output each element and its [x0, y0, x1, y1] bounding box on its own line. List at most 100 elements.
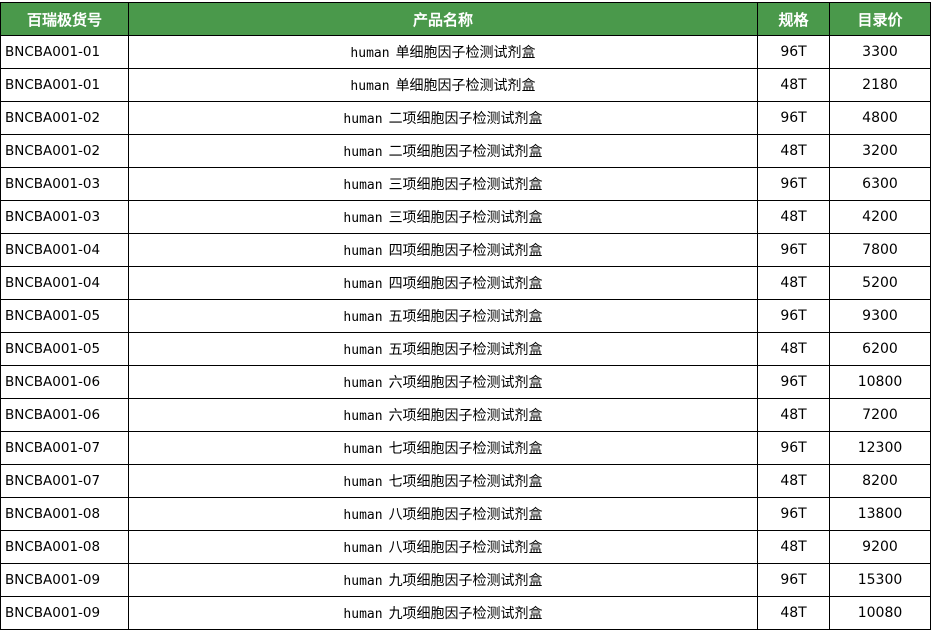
species-text: human [343, 343, 383, 358]
product-name-cell: human 八项细胞因子检测试剂盒 [128, 530, 758, 564]
price-cell: 4200 [829, 200, 931, 234]
spec-cell: 96T [757, 431, 830, 465]
spec-cell: 48T [757, 596, 830, 630]
product-name-text: 七项细胞因子检测试剂盒 [388, 474, 543, 490]
sku-cell: BNCBA001-07 [0, 464, 129, 498]
spec-cell: 48T [757, 266, 830, 300]
sku-cell: BNCBA001-01 [0, 68, 129, 102]
sku-cell: BNCBA001-01 [0, 35, 129, 69]
product-name-cell: human 九项细胞因子检测试剂盒 [128, 563, 758, 597]
table-row: BNCBA001-02 human 二项细胞因子检测试剂盒 96T 4800 [0, 101, 931, 135]
product-name-text: 单细胞因子检测试剂盒 [395, 78, 536, 94]
species-text: human [343, 442, 383, 457]
table-row: BNCBA001-01 human 单细胞因子检测试剂盒 48T 2180 [0, 68, 931, 102]
sku-cell: BNCBA001-02 [0, 134, 129, 168]
species-text: human [343, 475, 383, 490]
header-product-name: 产品名称 [128, 2, 758, 36]
species-text: human [343, 409, 383, 424]
product-name-text: 四项细胞因子检测试剂盒 [388, 276, 543, 292]
product-name-cell: human 五项细胞因子检测试剂盒 [128, 332, 758, 366]
product-name-text: 五项细胞因子检测试剂盒 [388, 309, 543, 325]
header-row: 百瑞极货号 产品名称 规格 目录价 [0, 2, 931, 36]
spec-cell: 48T [757, 530, 830, 564]
spec-cell: 96T [757, 497, 830, 531]
product-name-cell: human 九项细胞因子检测试剂盒 [128, 596, 758, 630]
table-row: BNCBA001-01 human 单细胞因子检测试剂盒 96T 3300 [0, 35, 931, 69]
product-name-text: 六项细胞因子检测试剂盒 [388, 375, 543, 391]
product-name-cell: human 单细胞因子检测试剂盒 [128, 35, 758, 69]
table-row: BNCBA001-09 human 九项细胞因子检测试剂盒 48T 10080 [0, 596, 931, 630]
sku-cell: BNCBA001-05 [0, 332, 129, 366]
price-cell: 10800 [829, 365, 931, 399]
product-name-cell: human 单细胞因子检测试剂盒 [128, 68, 758, 102]
product-name-cell: human 四项细胞因子检测试剂盒 [128, 266, 758, 300]
product-name-cell: human 七项细胞因子检测试剂盒 [128, 431, 758, 465]
price-cell: 6200 [829, 332, 931, 366]
table-row: BNCBA001-03 human 三项细胞因子检测试剂盒 48T 4200 [0, 200, 931, 234]
species-text: human [343, 607, 383, 622]
spec-cell: 96T [757, 299, 830, 333]
table-row: BNCBA001-07 human 七项细胞因子检测试剂盒 96T 12300 [0, 431, 931, 465]
sku-cell: BNCBA001-04 [0, 233, 129, 267]
header-sku: 百瑞极货号 [0, 2, 129, 36]
table-row: BNCBA001-08 human 八项细胞因子检测试剂盒 96T 13800 [0, 497, 931, 531]
product-name-text: 三项细胞因子检测试剂盒 [388, 210, 543, 226]
sku-cell: BNCBA001-05 [0, 299, 129, 333]
spec-cell: 96T [757, 101, 830, 135]
price-cell: 3200 [829, 134, 931, 168]
spec-cell: 96T [757, 233, 830, 267]
spec-cell: 48T [757, 398, 830, 432]
table-row: BNCBA001-04 human 四项细胞因子检测试剂盒 96T 7800 [0, 233, 931, 267]
price-cell: 2180 [829, 68, 931, 102]
species-text: human [343, 508, 383, 523]
spec-cell: 96T [757, 167, 830, 201]
product-name-cell: human 二项细胞因子检测试剂盒 [128, 134, 758, 168]
sku-cell: BNCBA001-08 [0, 530, 129, 564]
price-cell: 13800 [829, 497, 931, 531]
price-cell: 12300 [829, 431, 931, 465]
spec-cell: 96T [757, 365, 830, 399]
species-text: human [343, 145, 383, 160]
sku-cell: BNCBA001-07 [0, 431, 129, 465]
product-name-text: 五项细胞因子检测试剂盒 [388, 342, 543, 358]
table-row: BNCBA001-04 human 四项细胞因子检测试剂盒 48T 5200 [0, 266, 931, 300]
species-text: human [343, 211, 383, 226]
product-name-text: 七项细胞因子检测试剂盒 [388, 441, 543, 457]
header-spec: 规格 [757, 2, 830, 36]
sku-cell: BNCBA001-04 [0, 266, 129, 300]
product-name-text: 四项细胞因子检测试剂盒 [388, 243, 543, 259]
species-text: human [343, 310, 383, 325]
sku-cell: BNCBA001-08 [0, 497, 129, 531]
product-name-cell: human 三项细胞因子检测试剂盒 [128, 200, 758, 234]
price-cell: 15300 [829, 563, 931, 597]
product-name-text: 九项细胞因子检测试剂盒 [388, 606, 543, 622]
price-cell: 8200 [829, 464, 931, 498]
species-text: human [343, 178, 383, 193]
price-cell: 7200 [829, 398, 931, 432]
spec-cell: 48T [757, 200, 830, 234]
price-cell: 10080 [829, 596, 931, 630]
table-row: BNCBA001-07 human 七项细胞因子检测试剂盒 48T 8200 [0, 464, 931, 498]
price-cell: 4800 [829, 101, 931, 135]
product-name-cell: human 三项细胞因子检测试剂盒 [128, 167, 758, 201]
product-name-text: 二项细胞因子检测试剂盒 [388, 111, 543, 127]
product-name-cell: human 六项细胞因子检测试剂盒 [128, 365, 758, 399]
product-name-text: 八项细胞因子检测试剂盒 [388, 507, 543, 523]
header-price: 目录价 [829, 2, 931, 36]
spec-cell: 48T [757, 464, 830, 498]
product-name-text: 三项细胞因子检测试剂盒 [388, 177, 543, 193]
price-cell: 5200 [829, 266, 931, 300]
price-cell: 9200 [829, 530, 931, 564]
product-name-cell: human 四项细胞因子检测试剂盒 [128, 233, 758, 267]
species-text: human [343, 112, 383, 127]
product-name-text: 八项细胞因子检测试剂盒 [388, 540, 543, 556]
spec-cell: 48T [757, 68, 830, 102]
species-text: human [343, 541, 383, 556]
sku-cell: BNCBA001-06 [0, 398, 129, 432]
price-cell: 7800 [829, 233, 931, 267]
table-row: BNCBA001-05 human 五项细胞因子检测试剂盒 48T 6200 [0, 332, 931, 366]
table-row: BNCBA001-03 human 三项细胞因子检测试剂盒 96T 6300 [0, 167, 931, 201]
table-row: BNCBA001-08 human 八项细胞因子检测试剂盒 48T 9200 [0, 530, 931, 564]
species-text: human [343, 376, 383, 391]
